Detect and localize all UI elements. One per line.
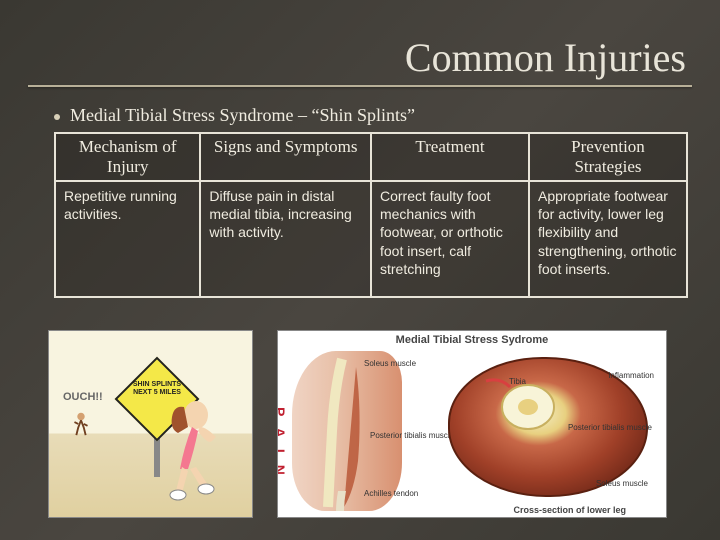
sign-text: SHIN SPLINTS NEXT 5 MILES <box>129 381 185 396</box>
label-post-tib: Posterior tibialis muscle <box>370 431 454 440</box>
anatomy-bottom-caption: Cross-section of lower leg <box>513 505 626 515</box>
th-prevention: Prevention Strategies <box>529 133 687 181</box>
table-container: Mechanism of Injury Signs and Symptoms T… <box>54 132 688 298</box>
td-mechanism: Repetitive running activities. <box>55 181 200 297</box>
images-row: OUCH!! SHIN SPLINTS NEXT 5 MILES <box>48 330 692 520</box>
subtitle-row: Medial Tibial Stress Syndrome – “Shin Sp… <box>54 105 692 126</box>
slide: Common Injuries Medial Tibial Stress Syn… <box>0 0 720 540</box>
th-signs: Signs and Symptoms <box>200 133 371 181</box>
subtitle-text: Medial Tibial Stress Syndrome – “Shin Sp… <box>70 105 415 125</box>
injury-table: Mechanism of Injury Signs and Symptoms T… <box>54 132 688 298</box>
th-mechanism: Mechanism of Injury <box>55 133 200 181</box>
anatomy-title: Medial Tibial Stress Sydrome <box>278 334 666 346</box>
td-treatment: Correct faulty foot mechanics with footw… <box>371 181 529 297</box>
girl-runner-icon <box>154 397 234 507</box>
td-signs: Diffuse pain in distal medial tibia, inc… <box>200 181 371 297</box>
th-treatment: Treatment <box>371 133 529 181</box>
ouch-text: OUCH!! <box>63 391 103 403</box>
table-header-row: Mechanism of Injury Signs and Symptoms T… <box>55 133 687 181</box>
anatomy-image: Medial Tibial Stress Sydrome P A I N Sol… <box>277 330 667 518</box>
label-achilles: Achilles tendon <box>364 489 418 498</box>
bullet-icon <box>54 114 60 120</box>
title-underline <box>28 85 692 87</box>
label-soleus-bot: Soleus muscle <box>596 479 648 488</box>
label-post-tib2: Posterior tibialis muscle <box>568 423 652 432</box>
slide-title: Common Injuries <box>28 20 692 81</box>
label-tibia: Tibia <box>509 377 526 386</box>
table-row: Repetitive running activities. Diffuse p… <box>55 181 687 297</box>
td-prevention: Appropriate footwear for activity, lower… <box>529 181 687 297</box>
cartoon-scene: OUCH!! SHIN SPLINTS NEXT 5 MILES <box>49 331 252 517</box>
label-soleus-top: Soleus muscle <box>364 359 416 368</box>
anatomy-scene: Medial Tibial Stress Sydrome P A I N Sol… <box>278 331 666 517</box>
cartoon-image: OUCH!! SHIN SPLINTS NEXT 5 MILES <box>48 330 253 518</box>
runner-icon <box>67 409 95 437</box>
label-inflammation: Inflammation <box>608 371 654 380</box>
pain-label: P A I N <box>277 407 288 479</box>
